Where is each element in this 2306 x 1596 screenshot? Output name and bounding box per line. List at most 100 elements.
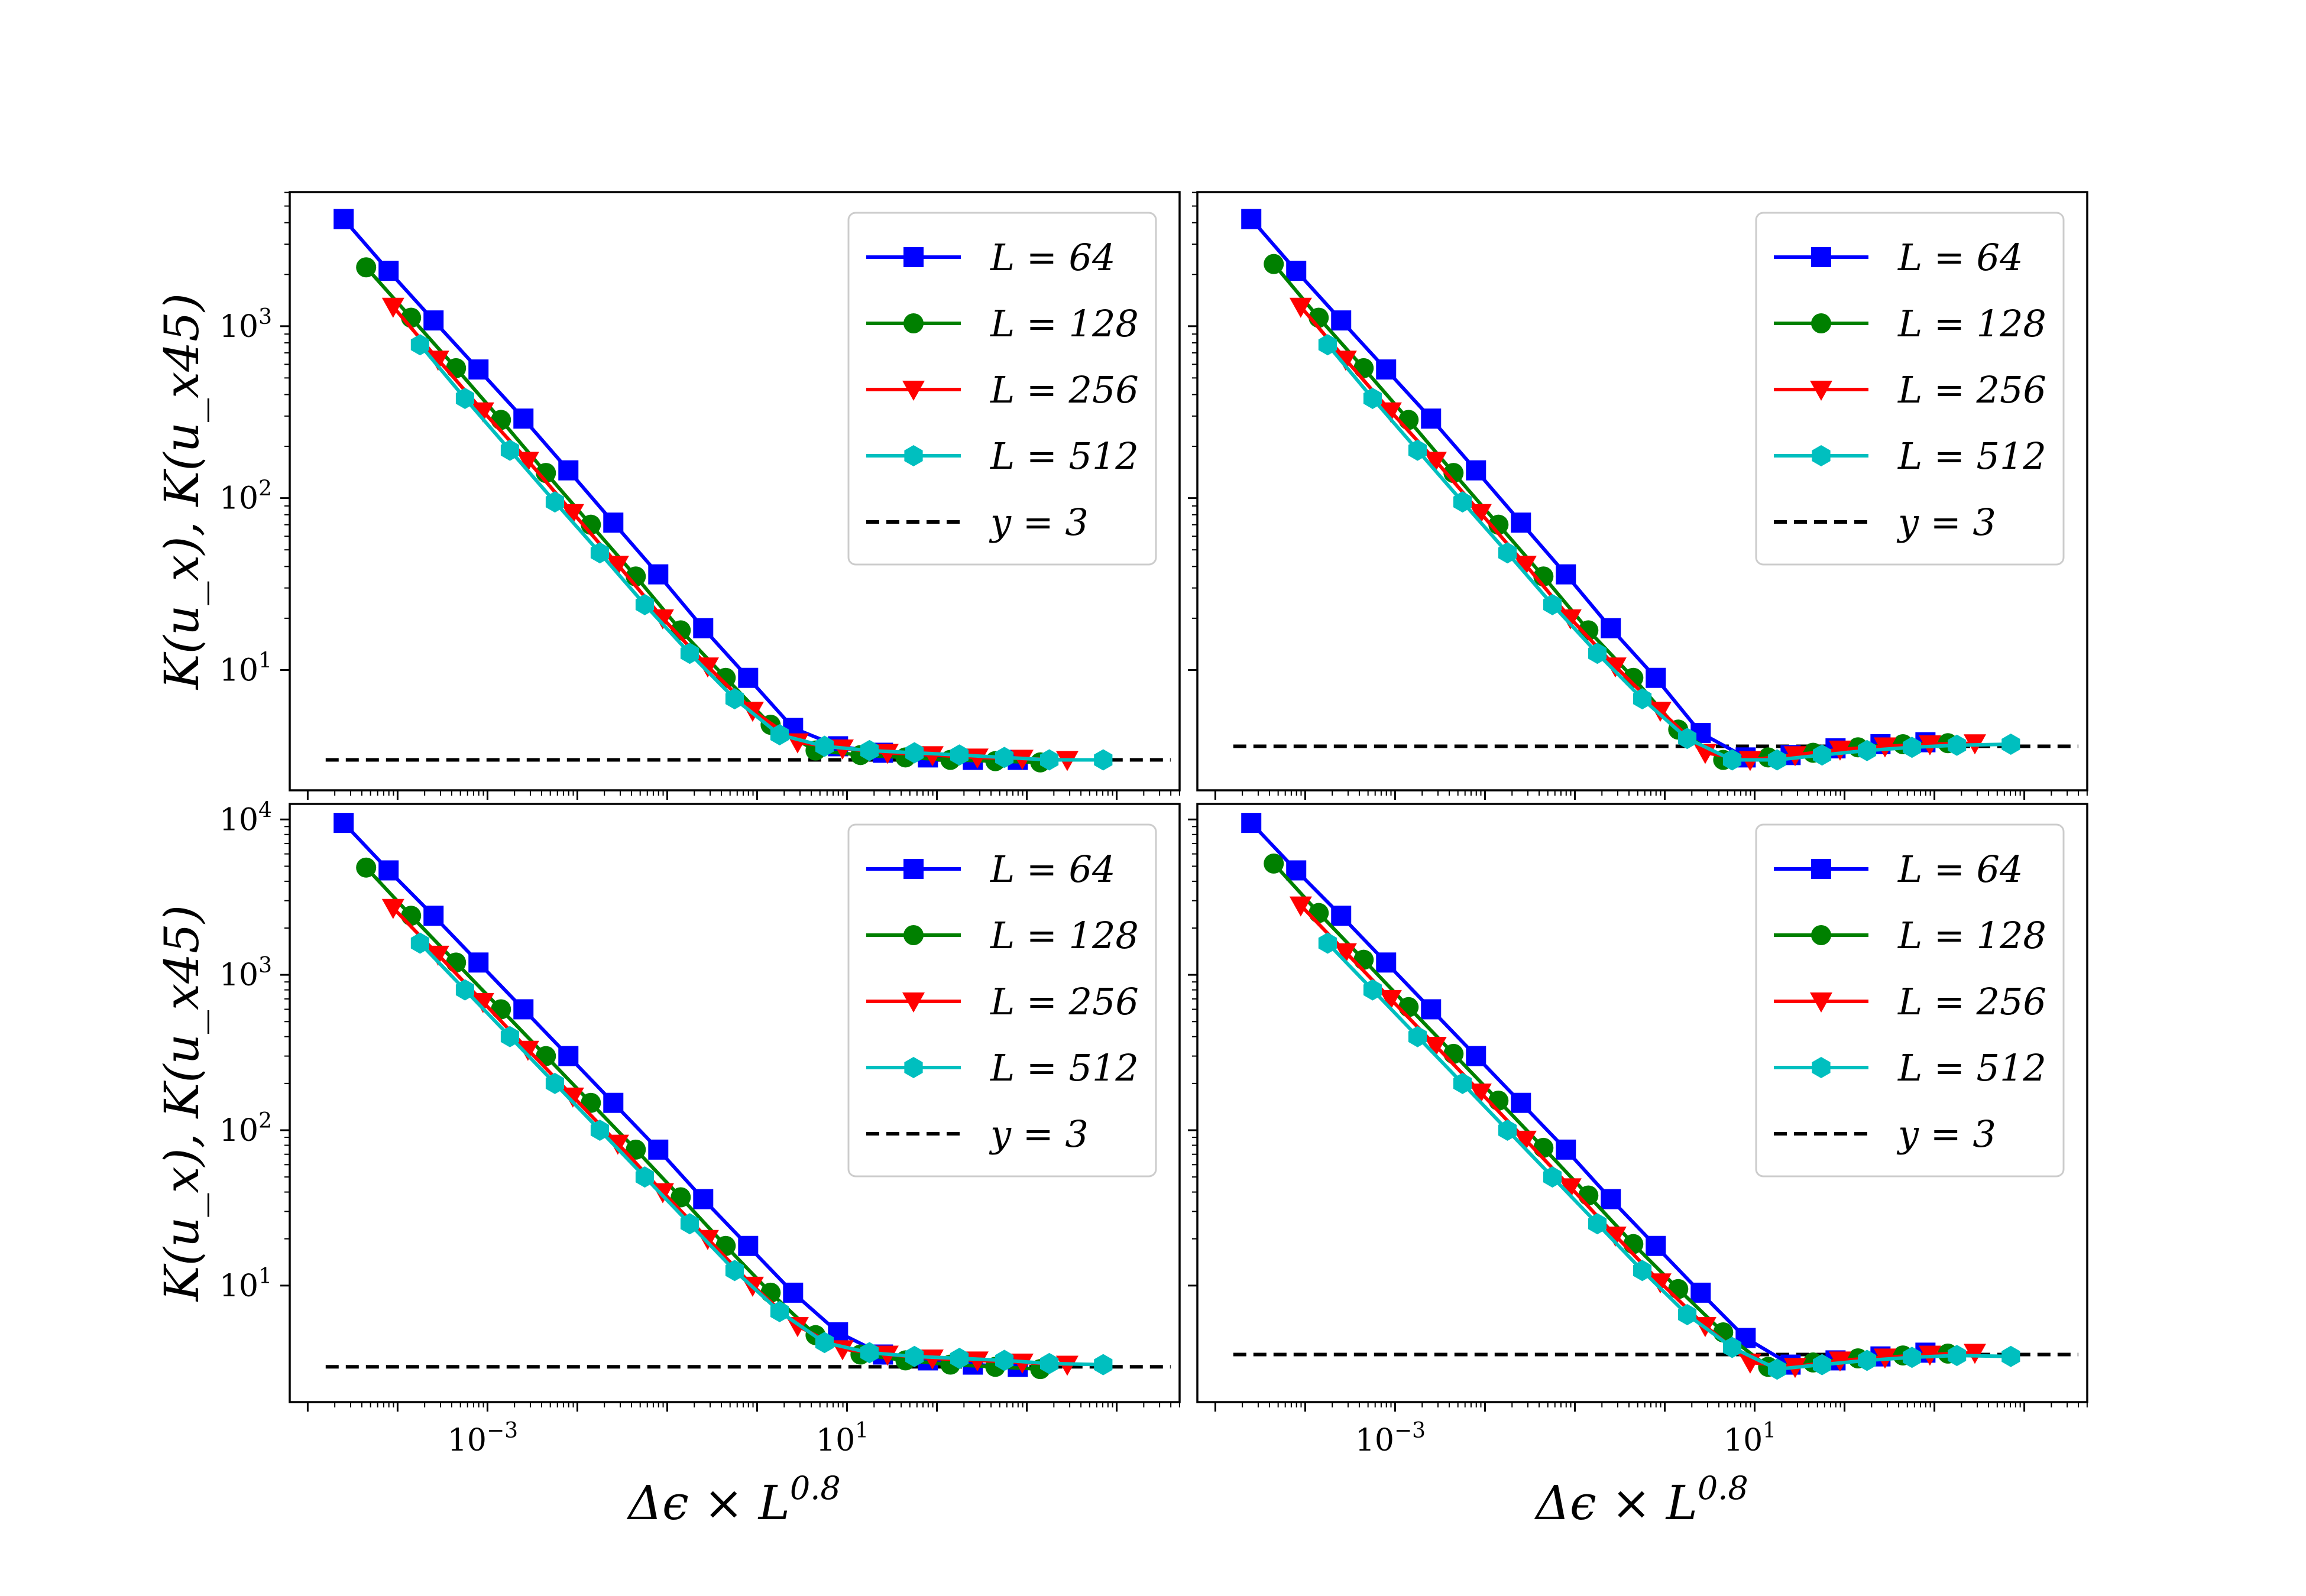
marker-hexagon xyxy=(815,1332,834,1354)
marker-hexagon xyxy=(995,1350,1014,1371)
marker-square xyxy=(1421,408,1442,429)
legend-label: L = 256 xyxy=(990,980,1139,1023)
plot-area xyxy=(1233,813,2078,1380)
marker-hexagon xyxy=(410,932,429,954)
marker-hexagon xyxy=(1767,749,1787,771)
marker-hexagon xyxy=(500,439,519,461)
marker-hexagon xyxy=(1948,734,1967,756)
marker-hexagon xyxy=(1677,1304,1697,1325)
marker-triangle-down xyxy=(1334,943,1357,964)
marker-triangle-down xyxy=(606,1134,629,1155)
marker-triangle-down xyxy=(1648,702,1672,722)
x-tick-label: 10−3 xyxy=(448,1419,518,1458)
marker-square xyxy=(1690,1282,1711,1303)
marker-square xyxy=(468,359,489,380)
marker-square xyxy=(1466,460,1486,481)
marker-circle xyxy=(1398,997,1419,1017)
marker-square xyxy=(1811,859,1831,879)
legend-box xyxy=(847,823,1157,1177)
x-axis-label: Δϵ × L0.8 xyxy=(1534,1470,1748,1530)
marker-triangle-down xyxy=(1604,657,1627,678)
marker-circle xyxy=(903,925,924,945)
plot-area xyxy=(1233,209,2078,771)
marker-hexagon xyxy=(590,542,610,564)
marker-hexagon xyxy=(545,1072,564,1094)
marker-triangle-down xyxy=(1055,1355,1078,1376)
marker-circle xyxy=(446,358,467,378)
y-tick-label: 101 xyxy=(219,1264,272,1304)
marker-square xyxy=(1601,1189,1621,1209)
legend-label: L = 128 xyxy=(1897,914,2046,957)
marker-hexagon xyxy=(1767,1358,1787,1380)
marker-hexagon xyxy=(545,491,564,513)
marker-square xyxy=(1241,813,1262,833)
marker-hexagon xyxy=(1094,749,1113,771)
marker-circle xyxy=(1488,1090,1509,1111)
marker-circle xyxy=(356,857,377,878)
marker-square xyxy=(423,906,444,926)
marker-triangle-down xyxy=(561,1087,584,1108)
marker-hexagon xyxy=(1722,749,1742,771)
marker-hexagon xyxy=(770,1300,789,1322)
marker-circle xyxy=(1623,1234,1644,1254)
marker-circle xyxy=(903,313,924,333)
marker-triangle-down xyxy=(471,992,494,1013)
marker-triangle-down xyxy=(1424,452,1447,472)
marker-circle xyxy=(1533,1137,1554,1158)
marker-triangle-down xyxy=(1011,1353,1034,1374)
marker-hexagon xyxy=(1588,1213,1607,1235)
y-axis-label: K(u_x), K(u_x45) xyxy=(154,293,209,690)
marker-triangle-down xyxy=(1469,504,1492,524)
marker-circle xyxy=(401,906,422,926)
marker-triangle-down xyxy=(1810,992,1832,1013)
marker-triangle-down xyxy=(426,351,449,371)
marker-triangle-down xyxy=(902,992,925,1013)
marker-triangle-down xyxy=(1514,556,1537,576)
marker-triangle-down xyxy=(1873,737,1896,758)
marker-hexagon xyxy=(905,1345,924,1367)
marker-square xyxy=(738,667,759,688)
marker-hexagon xyxy=(1498,1120,1517,1141)
legend-label: y = 3 xyxy=(1896,1112,1996,1156)
marker-square xyxy=(603,1092,624,1113)
marker-square xyxy=(558,1046,579,1066)
marker-hexagon xyxy=(1094,1354,1113,1376)
marker-triangle-down xyxy=(1604,1227,1627,1247)
marker-square xyxy=(1646,1235,1666,1256)
marker-hexagon xyxy=(2001,1345,2020,1367)
marker-circle xyxy=(1264,254,1284,274)
series-L256 xyxy=(381,297,1078,771)
marker-square xyxy=(603,512,624,533)
marker-circle xyxy=(1398,410,1419,430)
legend-label: L = 256 xyxy=(990,368,1139,411)
marker-square xyxy=(1331,310,1352,331)
marker-triangle-down xyxy=(902,381,925,401)
marker-square xyxy=(1556,1139,1576,1160)
series-line xyxy=(1326,343,2011,762)
series-line xyxy=(364,266,1041,764)
x-axis-label: Δϵ × L0.8 xyxy=(626,1470,840,1530)
legend-label: L = 128 xyxy=(990,302,1139,345)
marker-hexagon xyxy=(1722,1337,1742,1358)
marker-circle xyxy=(1578,1185,1599,1206)
legend-label: L = 256 xyxy=(1897,980,2046,1023)
marker-triangle-down xyxy=(1379,990,1402,1010)
marker-hexagon xyxy=(1408,439,1427,461)
marker-square xyxy=(1601,618,1621,638)
marker-square xyxy=(903,247,924,267)
marker-circle xyxy=(1264,853,1284,874)
marker-square xyxy=(333,813,354,833)
marker-triangle-down xyxy=(1648,1273,1672,1294)
marker-hexagon xyxy=(1318,932,1337,954)
marker-hexagon xyxy=(1948,1345,1967,1367)
marker-hexagon xyxy=(815,735,834,757)
marker-hexagon xyxy=(680,643,699,664)
marker-circle xyxy=(1811,925,1831,945)
marker-square xyxy=(1286,860,1307,881)
legend-label: L = 512 xyxy=(990,434,1139,478)
series-line xyxy=(1326,942,2011,1371)
marker-square xyxy=(558,460,579,481)
marker-hexagon xyxy=(1453,1072,1472,1094)
